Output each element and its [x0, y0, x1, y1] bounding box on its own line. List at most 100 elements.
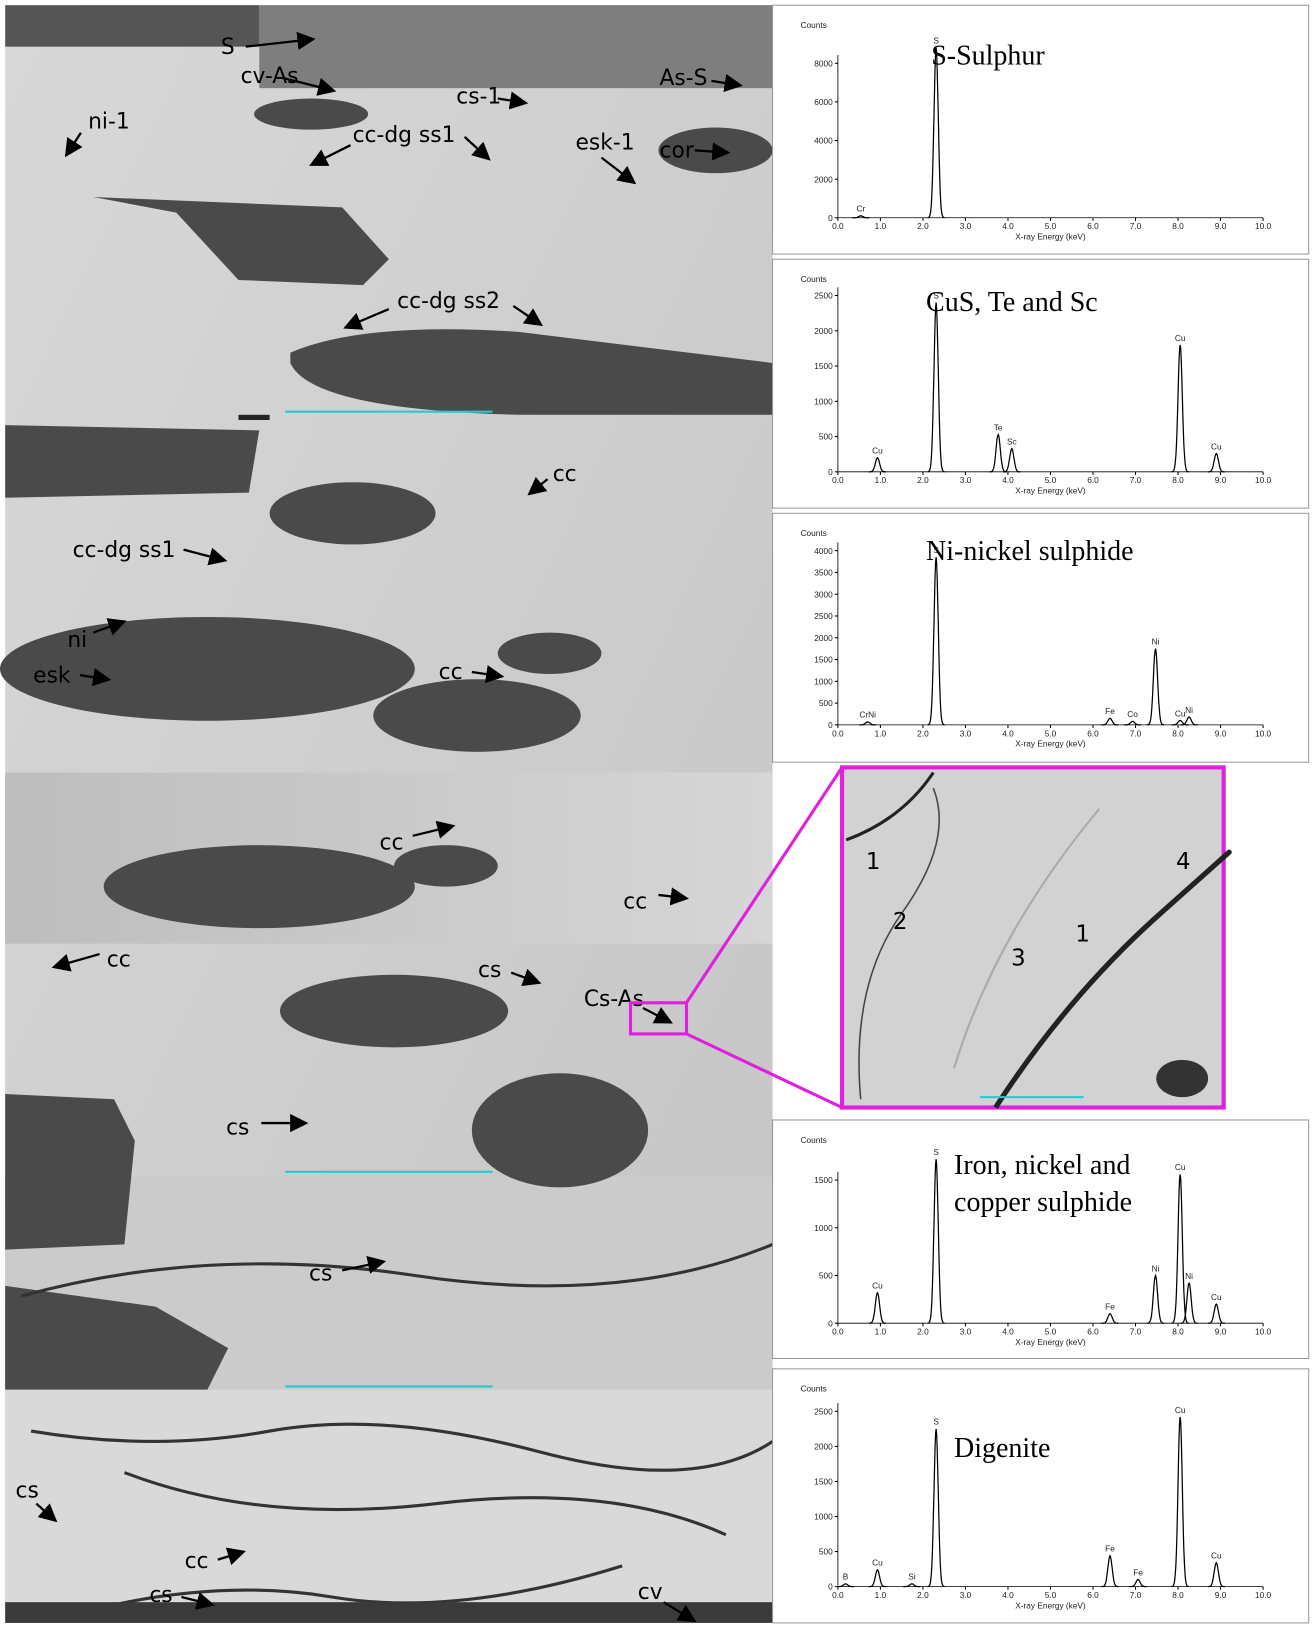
x-tick-label: 3.0: [960, 728, 972, 738]
peak-label: Fe: [1105, 706, 1115, 716]
peak-label: Cu: [1175, 333, 1186, 343]
y-tick-label: 1000: [814, 396, 833, 406]
peak-label: Co: [1127, 709, 1138, 719]
peak-label: Fe: [1105, 1302, 1115, 1312]
phase-label: Cs-As: [584, 987, 644, 1012]
phase-label: cc-dg ss1: [353, 123, 456, 148]
phase-label: cs-1: [456, 85, 501, 110]
spectrum-title: copper sulphide: [954, 1187, 1132, 1218]
x-tick-label: 1.0: [875, 728, 887, 738]
peak-label: Ni: [1185, 705, 1193, 715]
x-tick-label: 1.0: [875, 1590, 887, 1600]
x-tick-label: 3.0: [960, 1327, 972, 1337]
y-tick-label: 1500: [814, 1477, 833, 1487]
peak-label: S: [933, 1417, 939, 1427]
x-tick-label: 7.0: [1130, 728, 1142, 738]
y-tick-label: 500: [819, 698, 833, 708]
y-tick-label: 500: [819, 1547, 833, 1557]
x-tick-label: 2.0: [917, 1590, 929, 1600]
peak-label: Cu: [872, 446, 883, 456]
y-tick-label: 4000: [814, 546, 833, 556]
y-tick-label: 2000: [814, 174, 833, 184]
x-tick-label: 0.0: [832, 1327, 844, 1337]
phase-label: cc-dg ss2: [397, 289, 500, 314]
y-axis-label: Counts: [801, 1384, 827, 1394]
x-tick-label: 1.0: [875, 221, 887, 231]
y-tick-label: 2500: [814, 611, 833, 621]
x-tick-label: 7.0: [1130, 475, 1142, 485]
x-tick-label: 6.0: [1087, 728, 1099, 738]
peak-label: Cu: [872, 1558, 883, 1568]
spectrum: Counts050010001500200025003000350040000.…: [773, 513, 1309, 762]
x-tick-label: 8.0: [1172, 1327, 1184, 1337]
phase-label: S: [221, 35, 235, 60]
x-tick-label: 9.0: [1215, 1327, 1227, 1337]
peak-label: Ni: [1185, 1271, 1193, 1281]
peak-label: Cr: [856, 204, 865, 214]
x-tick-label: 5.0: [1045, 1327, 1057, 1337]
phase-label: cs: [226, 1115, 249, 1140]
x-tick-label: 9.0: [1215, 1590, 1227, 1600]
y-tick-label: 2000: [814, 326, 833, 336]
region-number: 3: [1011, 945, 1026, 971]
x-tick-label: 5.0: [1045, 728, 1057, 738]
spectrum-title: Ni-nickel sulphide: [926, 536, 1134, 567]
phase-label: cs: [478, 958, 501, 983]
x-axis-label: X-ray Energy (keV): [1015, 486, 1086, 496]
x-tick-label: 7.0: [1130, 221, 1142, 231]
x-tick-label: 2.0: [917, 728, 929, 738]
x-tick-label: 2.0: [917, 475, 929, 485]
phase-label: cc: [107, 947, 131, 972]
x-tick-label: 5.0: [1045, 221, 1057, 231]
x-tick-label: 4.0: [1002, 728, 1014, 738]
x-tick-label: 1.0: [875, 1327, 887, 1337]
y-tick-label: 2500: [814, 1406, 833, 1416]
x-tick-label: 8.0: [1172, 475, 1184, 485]
x-tick-label: 3.0: [960, 475, 972, 485]
y-tick-label: 2500: [814, 291, 833, 301]
y-tick-label: 6000: [814, 97, 833, 107]
phase-label: cs: [309, 1262, 332, 1287]
phase-label: cs: [16, 1478, 39, 1503]
x-tick-label: 2.0: [917, 221, 929, 231]
peak-label: S: [933, 1147, 939, 1157]
x-axis-label: X-ray Energy (keV): [1015, 1600, 1086, 1610]
y-tick-label: 500: [819, 432, 833, 442]
phase-label: cc: [380, 830, 404, 855]
phase-label: As-S: [660, 66, 708, 91]
y-tick-label: 8000: [814, 58, 833, 68]
y-tick-label: 1000: [814, 1223, 833, 1233]
x-tick-label: 0.0: [832, 475, 844, 485]
x-tick-label: 0.0: [832, 1590, 844, 1600]
x-axis-label: X-ray Energy (keV): [1015, 232, 1086, 242]
spectrum-title: S-Sulphur: [931, 40, 1045, 71]
region-number: 4: [1176, 849, 1191, 875]
x-tick-label: 6.0: [1087, 221, 1099, 231]
y-axis-label: Counts: [801, 274, 827, 284]
phase-label: cs: [149, 1583, 172, 1608]
spectrum: Counts020004000600080000.01.02.03.04.05.…: [773, 5, 1309, 254]
y-tick-label: 3000: [814, 589, 833, 599]
peak-label: S: [933, 290, 939, 300]
spectrum: Counts050010001500200025000.01.02.03.04.…: [773, 1369, 1309, 1623]
spectrum-frame: [773, 1369, 1309, 1623]
x-tick-label: 4.0: [1002, 1327, 1014, 1337]
x-axis-label: X-ray Energy (keV): [1015, 1337, 1086, 1347]
y-axis-label: Counts: [801, 20, 827, 30]
y-tick-label: 1500: [814, 1175, 833, 1185]
y-tick-label: 1500: [814, 655, 833, 665]
phase-label: cv-As: [241, 64, 299, 89]
y-tick-label: 2000: [814, 1442, 833, 1452]
spectrum-title: CuS, Te and Sc: [926, 287, 1098, 318]
x-tick-label: 0.0: [832, 221, 844, 231]
phase-label: esk-1: [576, 130, 635, 155]
x-tick-label: 4.0: [1002, 1590, 1014, 1600]
phase-label: cc: [553, 462, 577, 487]
y-tick-label: 500: [819, 1271, 833, 1281]
x-tick-label: 3.0: [960, 1590, 972, 1600]
region-number: 2: [893, 909, 908, 935]
x-tick-label: 9.0: [1215, 221, 1227, 231]
spectrum-title: Digenite: [954, 1433, 1050, 1464]
